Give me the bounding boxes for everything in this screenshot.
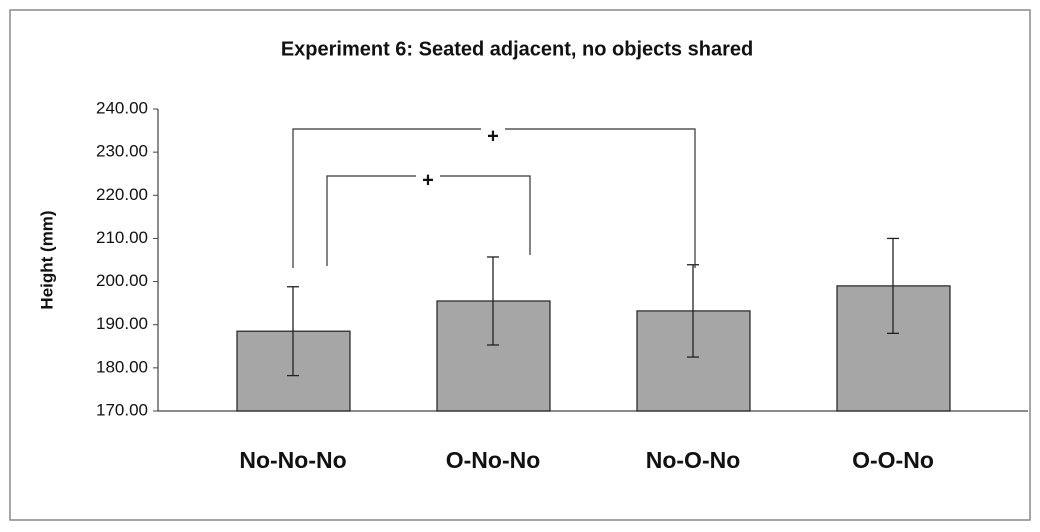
chart-title: Experiment 6: Seated adjacent, no object… [281, 38, 753, 60]
significance-label: + [487, 125, 499, 147]
y-tick-label: 230.00 [96, 142, 148, 161]
y-tick-label: 210.00 [96, 228, 148, 247]
x-tick-label: O-No-No [446, 447, 541, 473]
y-axis-label: Height (mm) [37, 210, 56, 309]
error-bar [687, 264, 699, 358]
y-tick-label: 180.00 [96, 357, 148, 376]
y-tick-label: 170.00 [96, 400, 148, 419]
x-tick-label: No-O-No [646, 447, 741, 473]
x-tick-label: O-O-No [852, 447, 934, 473]
y-tick-label: 190.00 [96, 314, 148, 333]
y-tick-label: 200.00 [96, 271, 148, 290]
error-bar [287, 286, 299, 377]
error-bar [887, 237, 899, 334]
label-bg [481, 125, 505, 149]
y-tick-label: 240.00 [96, 98, 148, 117]
significance-label: + [422, 169, 434, 191]
x-tick-label: No-No-No [239, 447, 346, 473]
bar [636, 310, 751, 412]
label-bg [416, 169, 440, 193]
error-bar [487, 256, 499, 346]
chart-frame [9, 9, 1031, 521]
y-tick-label: 220.00 [96, 185, 148, 204]
